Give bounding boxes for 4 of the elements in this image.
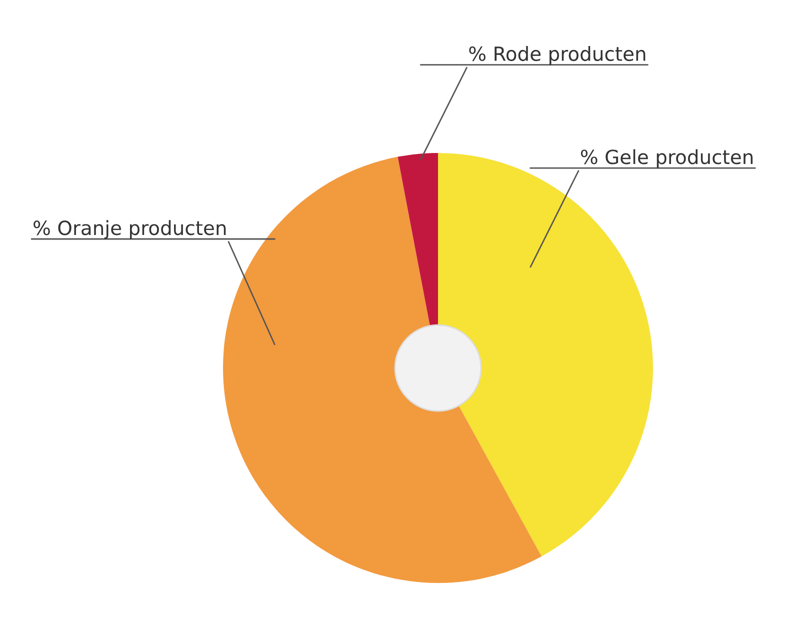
slice-label: % Oranje producten <box>34 220 226 239</box>
slice-label: % Gele producten <box>580 149 753 168</box>
donut-slice <box>398 153 438 326</box>
slice-label: % Rode producten <box>469 46 646 65</box>
